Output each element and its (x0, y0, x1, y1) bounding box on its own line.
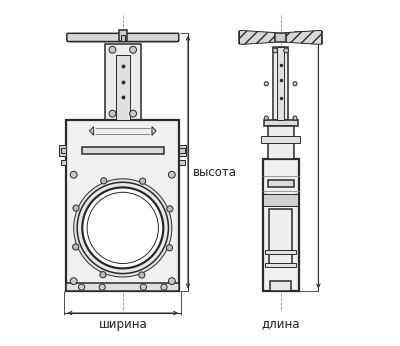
Bar (269, 209, 292, 267)
Bar (82, 147, 164, 154)
Circle shape (99, 284, 105, 290)
Bar (263, 159, 298, 291)
Bar (268, 180, 294, 187)
Bar (59, 145, 66, 156)
Bar (270, 281, 291, 291)
Text: ширина: ширина (98, 318, 147, 330)
Bar (119, 29, 126, 40)
Circle shape (293, 116, 297, 120)
Circle shape (264, 82, 268, 86)
Circle shape (168, 278, 175, 284)
Circle shape (74, 179, 172, 277)
Circle shape (70, 171, 77, 178)
Circle shape (70, 278, 77, 284)
Polygon shape (286, 30, 322, 44)
Bar (180, 145, 186, 156)
Bar (120, 35, 125, 40)
Circle shape (166, 245, 173, 251)
Circle shape (130, 110, 136, 117)
Bar (266, 249, 296, 254)
Circle shape (101, 178, 107, 184)
Circle shape (168, 171, 175, 178)
Circle shape (77, 182, 168, 274)
Circle shape (72, 244, 79, 250)
FancyBboxPatch shape (67, 33, 179, 42)
Text: длина: длина (262, 318, 300, 330)
Circle shape (109, 110, 116, 117)
Bar (264, 120, 298, 126)
Bar (66, 120, 180, 291)
Circle shape (264, 116, 268, 120)
Circle shape (273, 48, 278, 53)
Polygon shape (152, 127, 156, 135)
Bar (275, 33, 286, 42)
Bar (116, 55, 130, 120)
Circle shape (82, 188, 163, 268)
Circle shape (140, 178, 146, 184)
Bar (266, 263, 296, 267)
Bar (277, 47, 284, 120)
Circle shape (284, 48, 288, 53)
Bar (61, 148, 66, 153)
Text: высота: высота (193, 166, 237, 180)
Bar (66, 283, 180, 291)
Bar (268, 126, 294, 159)
Bar (261, 136, 300, 143)
Bar (180, 160, 184, 165)
Circle shape (140, 284, 146, 290)
Polygon shape (90, 127, 94, 135)
Circle shape (161, 284, 167, 290)
Circle shape (109, 46, 116, 53)
Circle shape (139, 272, 145, 278)
Circle shape (78, 284, 85, 290)
Bar (264, 194, 298, 206)
Circle shape (73, 205, 79, 211)
Polygon shape (240, 30, 275, 44)
Circle shape (293, 82, 297, 86)
Circle shape (100, 272, 106, 278)
Bar (61, 160, 66, 165)
Circle shape (167, 206, 173, 212)
Bar (105, 44, 141, 120)
Bar (180, 148, 184, 153)
Bar (273, 47, 288, 120)
Circle shape (130, 46, 136, 53)
